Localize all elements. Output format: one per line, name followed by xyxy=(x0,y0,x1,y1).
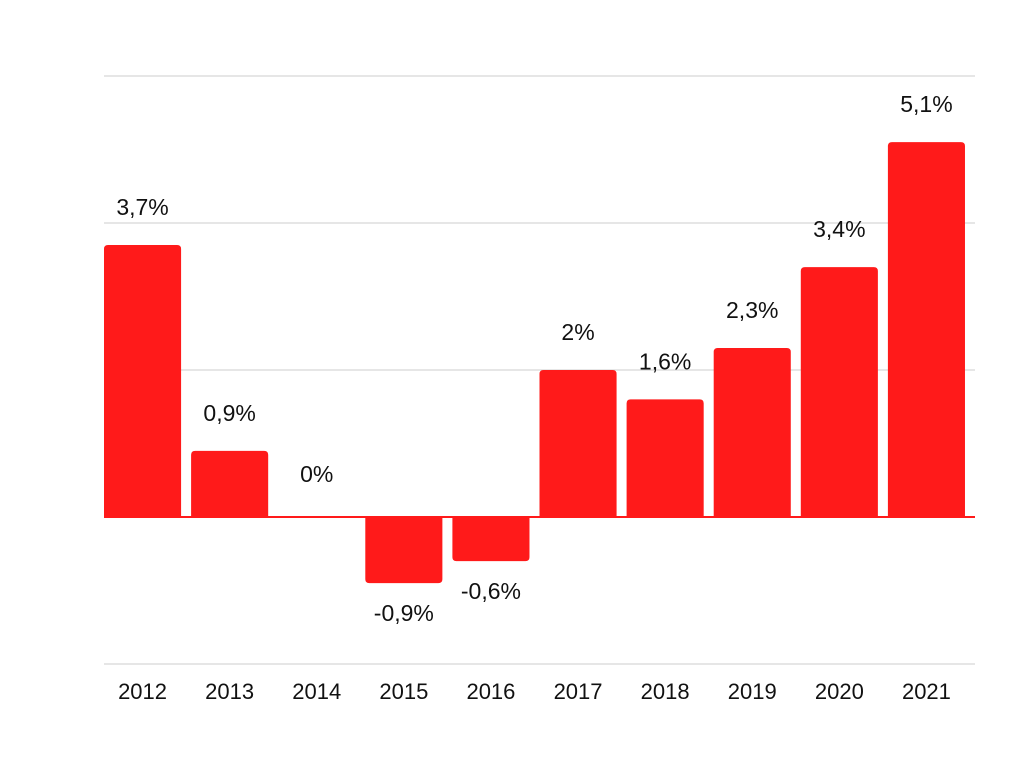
data-label: 0,9% xyxy=(203,400,255,426)
bar xyxy=(539,370,617,517)
x-tick-label: 2021 xyxy=(902,679,951,704)
x-tick-label: 2020 xyxy=(815,679,864,704)
bar xyxy=(800,267,878,517)
x-tick-label: 2017 xyxy=(554,679,603,704)
bar xyxy=(626,399,704,517)
x-tick-label: 2018 xyxy=(641,679,690,704)
bar xyxy=(452,517,530,562)
x-tick-label: 2019 xyxy=(728,679,777,704)
x-tick-layer: 2012 2013 2014 2015 2016 2017 2018 2019 2020 2021 xyxy=(118,679,951,704)
data-label: 1,6% xyxy=(639,348,691,374)
bar xyxy=(365,517,443,584)
data-label: 2% xyxy=(561,319,594,345)
x-tick-label: 2013 xyxy=(205,679,254,704)
bar xyxy=(104,245,182,518)
data-label: -0,6% xyxy=(461,578,521,604)
x-tick-label: 2015 xyxy=(379,679,428,704)
x-tick-label: 2014 xyxy=(292,679,341,704)
bar-layer xyxy=(104,142,965,584)
data-label: 3,7% xyxy=(116,194,168,220)
bar xyxy=(191,450,269,517)
data-label: 2,3% xyxy=(726,297,778,323)
data-label: 3,4% xyxy=(813,216,865,242)
x-tick-label: 2012 xyxy=(118,679,167,704)
data-label-layer: 3,7% 0,9% 0% -0,9% -0,6% 2% 1,6% 2,3% 3,4% 5,1% xyxy=(116,91,952,626)
bar xyxy=(887,142,965,517)
data-label: 5,1% xyxy=(900,91,952,117)
x-tick-label: 2016 xyxy=(466,679,515,704)
data-label: 0% xyxy=(300,461,333,487)
bar xyxy=(713,347,791,517)
data-label: -0,9% xyxy=(374,600,434,626)
